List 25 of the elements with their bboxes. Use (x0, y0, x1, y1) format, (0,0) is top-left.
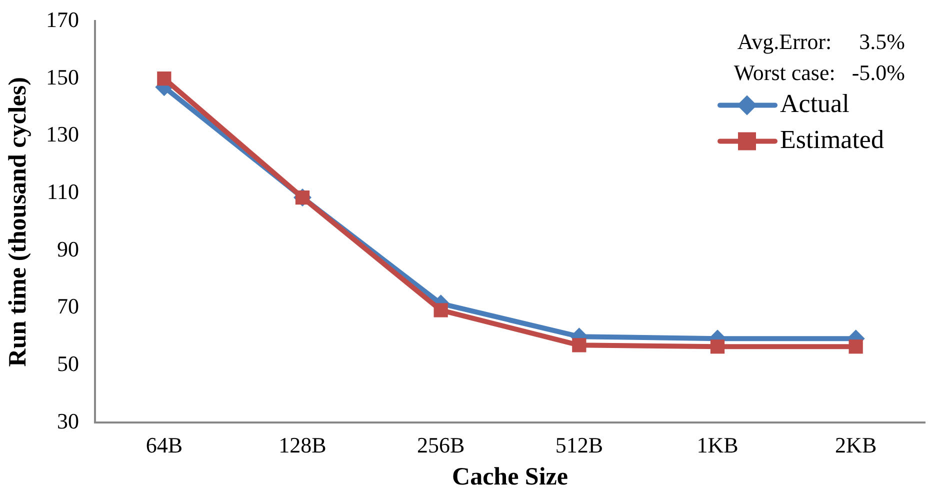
x-tick-label: 64B (146, 432, 183, 458)
y-tick-label: 30 (57, 408, 79, 434)
y-axis-title: Run time (thousand cycles) (4, 77, 32, 367)
x-tick-label: 128B (278, 432, 326, 458)
y-tick-label: 90 (57, 236, 79, 262)
point (848, 340, 863, 354)
point (434, 303, 448, 318)
y-tick-label: 110 (46, 179, 79, 204)
annotation: Worst case: -5.0% (734, 60, 905, 85)
x-axis-title: Cache Size (452, 463, 568, 490)
x-tick-label: 2KB (835, 432, 877, 458)
legend-label: Actual (780, 89, 850, 118)
point (157, 71, 172, 86)
point (572, 338, 586, 352)
x-tick-label: 1KB (696, 432, 738, 458)
x-tick-label: 256B (416, 432, 465, 458)
annotation: Avg.Error: 3.5% (737, 28, 905, 54)
x-tick-label: 512B (555, 432, 604, 458)
y-tick-label: 130 (46, 122, 79, 147)
y-tick-label: 50 (57, 351, 79, 376)
y-tick-label: 170 (46, 6, 79, 32)
y-tick-label: 70 (57, 294, 79, 319)
y-tick-label: 150 (46, 64, 79, 90)
point (710, 340, 725, 354)
legend-label: Estimated (780, 125, 884, 154)
